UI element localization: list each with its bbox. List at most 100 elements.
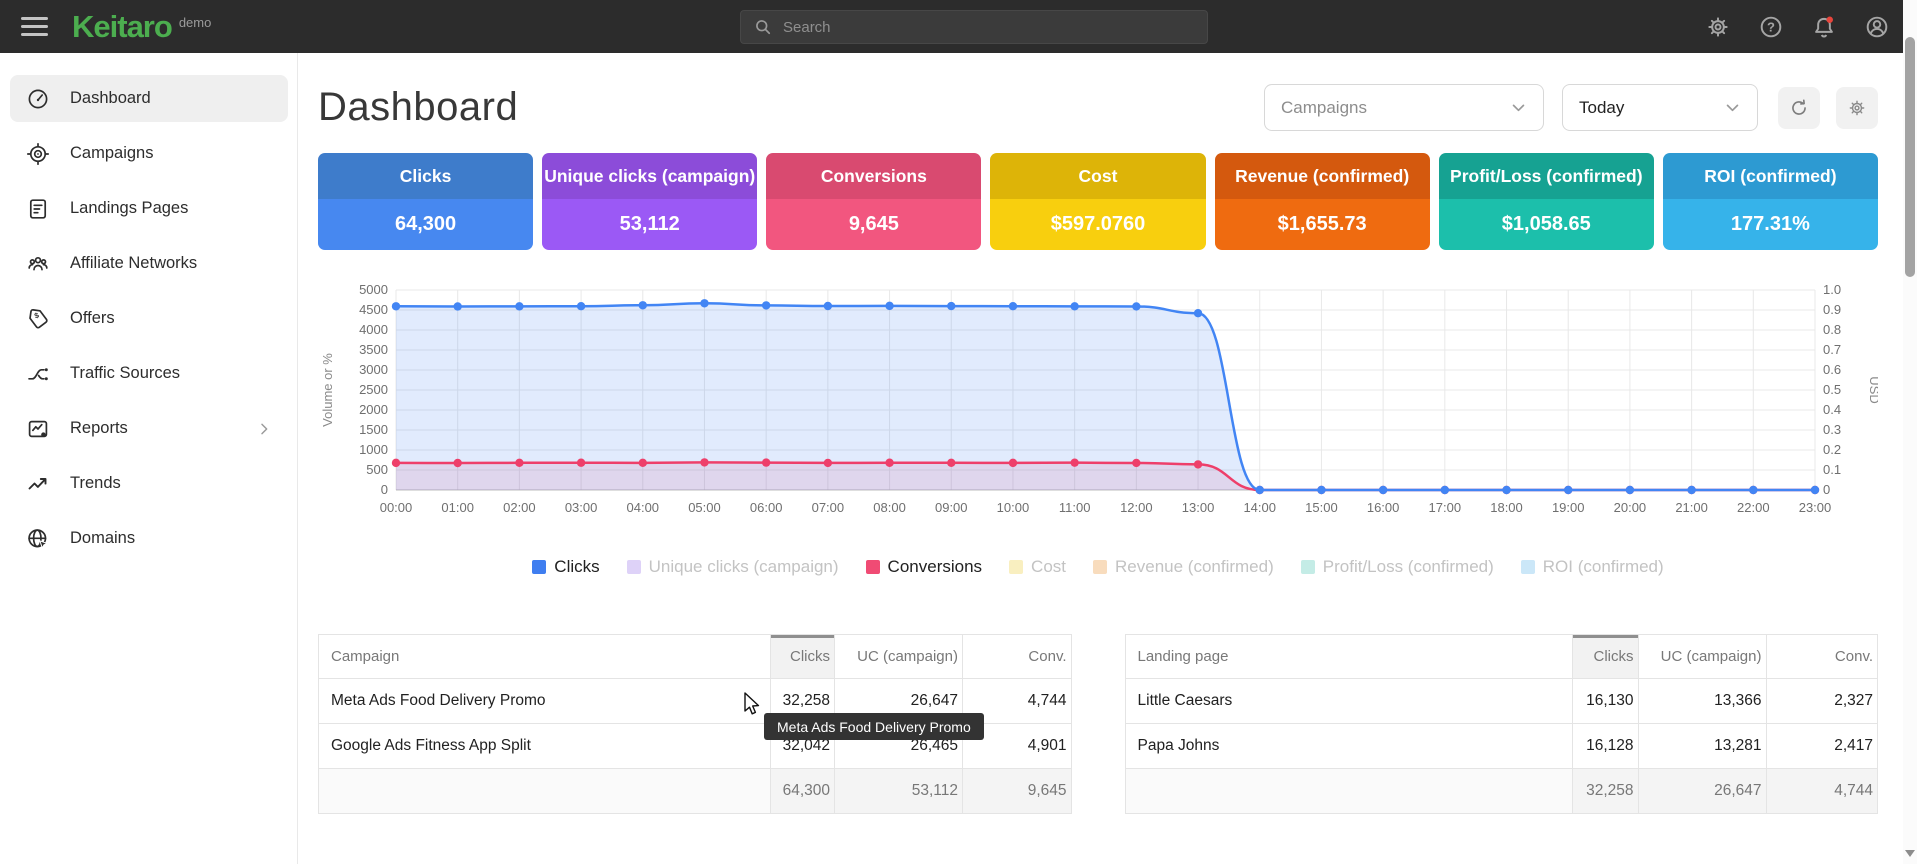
svg-text:$: $ [33,310,41,320]
svg-text:16:00: 16:00 [1367,500,1400,515]
account-avatar-icon[interactable] [1864,14,1890,40]
chevron-right-icon [261,423,268,434]
stat-card-conversions[interactable]: Conversions 9,645 [766,153,982,250]
landing-page-name[interactable]: Little Caesars [1124,678,1573,724]
sidebar-item-reports[interactable]: Reports [10,405,288,452]
stat-card-revenue[interactable]: Revenue (confirmed) $1,655.73 [1214,153,1430,250]
svg-text:0.8: 0.8 [1823,322,1841,337]
top-bar: Keitaro demo ? [0,0,1903,53]
report-chart-icon [28,420,48,437]
svg-text:06:00: 06:00 [750,500,783,515]
stat-card-value: $1,655.73 [1277,213,1367,235]
scrollbar-thumb[interactable] [1905,37,1915,277]
stat-card-clicks[interactable]: Clicks 64,300 [318,153,534,250]
search-icon [756,20,771,35]
price-tag-icon: $ [29,308,48,328]
column-header-uc-campaign[interactable]: UC (campaign) [834,634,963,679]
column-header-conv[interactable]: Conv. [1765,634,1878,679]
svg-text:10:00: 10:00 [997,500,1030,515]
legend-label: ROI (confirmed) [1542,557,1664,576]
stat-card-cost[interactable]: Cost $597.0760 [990,153,1206,250]
svg-text:4000: 4000 [359,322,388,337]
stat-card-unique-clicks[interactable]: Unique clicks (campaign) 53,112 [542,153,758,250]
column-header-campaign[interactable]: Campaign [318,634,771,679]
sidebar-item-offers[interactable]: $ Offers [10,295,288,342]
campaign-name[interactable]: Google Ads Fitness App Split [318,723,771,769]
svg-text:3000: 3000 [359,362,388,377]
svg-text:01:00: 01:00 [441,500,474,515]
sidebar-item-landings-pages[interactable]: Landings Pages [10,185,288,232]
svg-text:0.7: 0.7 [1823,342,1841,357]
line-chart[interactable]: 00:00 01:00 02:00 03:00 04:00 05:00 06:00 07:00… [318,272,1882,534]
sidebar-item-dashboard[interactable]: Dashboard [10,75,288,122]
column-header-clicks[interactable]: Clicks [770,634,835,679]
global-search[interactable] [740,10,1208,44]
svg-text:04:00: 04:00 [627,500,660,515]
refresh-button[interactable] [1778,86,1820,129]
topbar-icon-group: ? [1705,0,1890,53]
sidebar-item-label: Reports [70,419,128,437]
help-icon[interactable]: ? [1758,14,1784,40]
svg-text:02:00: 02:00 [503,500,536,515]
stat-card-label: Profit/Loss (confirmed) [1450,165,1643,186]
legend-item-unique-clicks[interactable]: Unique clicks (campaign) [626,557,839,577]
logo-demo-label: demo [178,15,212,30]
search-input[interactable] [783,18,1207,36]
legend-item-cost[interactable]: Cost [1009,557,1066,577]
legend-swatch [1093,560,1108,574]
legend-item-profit-loss[interactable]: Profit/Loss (confirmed) [1300,557,1494,577]
sidebar-item-affiliate-networks[interactable]: Affiliate Networks [10,240,288,287]
table-totals-row: 32,258 26,647 4,744 [1124,768,1878,814]
table-row[interactable]: Google Ads Fitness App Split 32,042 26,4… [318,723,1072,769]
hamburger-menu-icon[interactable] [21,17,48,36]
svg-text:09:00: 09:00 [935,500,968,515]
legend-item-conversions[interactable]: Conversions [865,557,983,577]
settings-gear-icon[interactable] [1705,14,1731,40]
sidebar-item-trends[interactable]: Trends [10,460,288,507]
stat-card-profit-loss[interactable]: Profit/Loss (confirmed) $1,058.65 [1438,153,1654,250]
stat-cards-row: Clicks 64,300 Unique clicks (campaign) 5… [318,153,1878,250]
notifications-bell-icon[interactable] [1811,14,1837,40]
stat-card-value: $1,058.65 [1501,213,1591,235]
svg-text:00:00: 00:00 [380,500,413,515]
chevron-down-icon [1726,104,1739,112]
svg-text:0.4: 0.4 [1823,402,1841,417]
notification-dot [1826,15,1833,23]
sidebar-item-traffic-sources[interactable]: Traffic Sources [10,350,288,397]
globe-cursor-icon [28,528,49,549]
scrollbar-down-arrow-icon[interactable] [1905,850,1915,857]
stat-card-value: 53,112 [619,213,680,235]
svg-text:500: 500 [366,462,388,477]
stat-card-roi[interactable]: ROI (confirmed) 177.31% [1662,153,1878,250]
sidebar-item-domains[interactable]: Domains [10,515,288,562]
table-row[interactable]: Little Caesars 16,130 13,366 2,327 [1124,678,1878,724]
window-scrollbar[interactable] [1903,0,1917,864]
mouse-cursor [744,692,760,715]
stat-card-value: 9,645 [848,213,899,235]
legend-item-revenue[interactable]: Revenue (confirmed) [1093,557,1274,577]
svg-text:5000: 5000 [359,282,388,297]
dashboard-settings-button[interactable] [1836,86,1878,129]
refresh-icon [1792,98,1806,115]
campaign-name[interactable]: Meta Ads Food Delivery Promo [318,678,771,724]
stat-card-label: Cost [1078,165,1118,186]
landing-page-name[interactable]: Papa Johns [1124,723,1573,769]
legend-item-clicks[interactable]: Clicks [532,557,600,577]
date-range-select[interactable]: Today [1562,84,1758,131]
svg-text:2500: 2500 [359,382,388,397]
column-header-landing-page[interactable]: Landing page [1124,634,1573,679]
legend-item-roi[interactable]: ROI (confirmed) [1520,557,1664,577]
campaigns-filter-select[interactable]: Campaigns [1264,84,1544,131]
svg-text:3500: 3500 [359,342,388,357]
sidebar-item-campaigns[interactable]: Campaigns [10,130,288,177]
svg-text:13:00: 13:00 [1182,500,1215,515]
column-header-conv[interactable]: Conv. [962,634,1072,679]
stat-card-value: 177.31% [1730,213,1810,235]
svg-text:05:00: 05:00 [688,500,721,515]
table-row[interactable]: Papa Johns 16,128 13,281 2,417 [1124,723,1878,769]
column-header-clicks[interactable]: Clicks [1571,634,1639,679]
column-header-uc-campaign[interactable]: UC (campaign) [1637,634,1767,679]
legend-label: Conversions [887,557,983,576]
svg-text:0: 0 [1823,482,1830,497]
svg-text:22:00: 22:00 [1737,500,1770,515]
